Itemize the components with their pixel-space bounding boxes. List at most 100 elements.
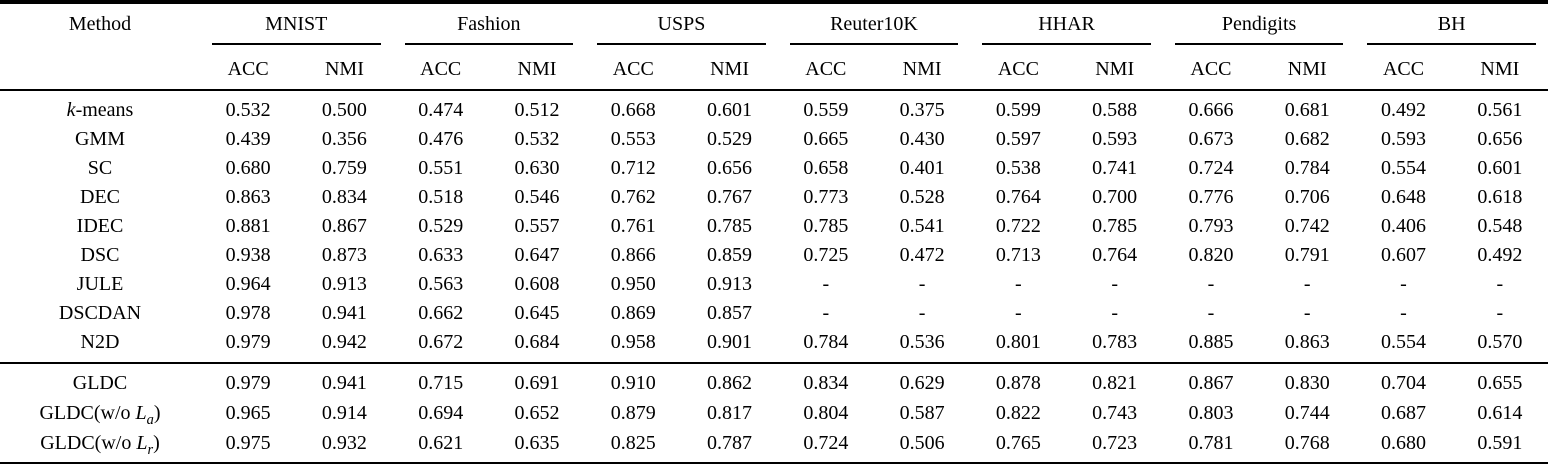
metric-header-acc: ACC: [392, 50, 489, 91]
metric-header-nmi: NMI: [1451, 50, 1548, 91]
value-cell: 0.724: [803, 432, 849, 454]
value-cell: 0.781: [1188, 432, 1234, 454]
table-row: JULE 0.964 0.913 0.563 0.608 0.950 0.913 - - - - - -…: [0, 270, 1548, 299]
value-cell: 0.715: [418, 372, 464, 394]
value-cell: -: [822, 273, 830, 295]
metric-header-acc: ACC: [585, 50, 682, 91]
value-cell: 0.512: [514, 99, 560, 121]
method-label-part: SC: [87, 157, 113, 179]
dataset-header-label: Reuter10K: [789, 13, 959, 45]
method-cell: IDEC: [0, 212, 200, 241]
value-cell: 0.723: [1092, 432, 1138, 454]
value-cell: 0.554: [1381, 331, 1427, 353]
value-cell: 0.979: [225, 331, 271, 353]
value-cell: 0.768: [1284, 432, 1330, 454]
value-cell: 0.665: [803, 128, 849, 150]
value-cell: 0.694: [418, 402, 464, 424]
dataset-header-label: BH: [1367, 13, 1536, 45]
value-cell: 0.762: [610, 186, 656, 208]
value-cell: 0.529: [707, 128, 753, 150]
method-label-part: GLDC(w/o: [39, 402, 136, 424]
dataset-header-label: MNIST: [212, 13, 381, 45]
value-cell: 0.666: [1188, 99, 1234, 121]
value-cell: 0.867: [321, 215, 367, 237]
baseline-methods-group: k-means 0.532 0.500 0.474 0.512 0.668 0.601 0.5…: [0, 90, 1548, 363]
table-row: GLDC(w/o La) 0.965 0.914 0.694 0.652 0.879 0.8…: [0, 398, 1548, 428]
value-cell: 0.950: [610, 273, 656, 295]
value-cell: 0.704: [1381, 372, 1427, 394]
value-cell: 0.570: [1477, 331, 1523, 353]
value-cell: 0.474: [418, 99, 464, 121]
value-cell: 0.680: [225, 157, 271, 179]
value-cell: 0.867: [1188, 372, 1234, 394]
table-row: k-means 0.532 0.500 0.474 0.512 0.668 0.601 0.5…: [0, 90, 1548, 125]
value-cell: 0.783: [1092, 331, 1138, 353]
value-cell: 0.593: [1092, 128, 1138, 150]
value-cell: 0.722: [995, 215, 1041, 237]
value-cell: 0.743: [1092, 402, 1138, 424]
value-cell: 0.680: [1381, 432, 1427, 454]
value-cell: 0.979: [225, 372, 271, 394]
dataset-header: BH: [1355, 2, 1548, 50]
method-label-part: GMM: [74, 128, 125, 150]
table-row: DSC 0.938 0.873 0.633 0.647 0.866 0.859 0.725 0.…: [0, 241, 1548, 270]
method-label-part: ): [153, 402, 161, 424]
value-cell: 0.700: [1092, 186, 1138, 208]
value-cell: -: [1111, 273, 1118, 295]
value-cell: -: [1015, 273, 1022, 295]
value-cell: 0.873: [321, 244, 367, 266]
metric-header-nmi: NMI: [873, 50, 971, 91]
header-row-datasets: Method MNIST Fashion USPS Reuter10K HHAR Pendi…: [0, 2, 1548, 91]
value-cell: 0.787: [707, 432, 753, 454]
method-label-part: L: [135, 402, 147, 424]
value-cell: 0.687: [1381, 402, 1427, 424]
value-cell: -: [1015, 302, 1022, 324]
value-cell: 0.614: [1477, 402, 1523, 424]
dataset-header: HHAR: [970, 2, 1163, 50]
value-cell: 0.938: [225, 244, 271, 266]
value-cell: 0.941: [321, 372, 367, 394]
value-cell: 0.588: [1092, 99, 1138, 121]
value-cell: 0.964: [225, 273, 271, 295]
method-label-part: -means: [75, 99, 134, 121]
metric-header-nmi: NMI: [1259, 50, 1356, 91]
value-cell: -: [1207, 273, 1215, 295]
value-cell: 0.559: [803, 99, 849, 121]
method-label-part: N2D: [80, 331, 120, 353]
value-cell: 0.759: [321, 157, 367, 179]
method-cell: GLDC: [0, 363, 200, 398]
value-cell: 0.587: [899, 402, 945, 424]
value-cell: 0.793: [1188, 215, 1234, 237]
value-cell: 0.804: [803, 402, 849, 424]
value-cell: 0.885: [1188, 331, 1234, 353]
method-label-part: JULE: [76, 273, 124, 295]
value-cell: 0.541: [899, 215, 945, 237]
value-cell: 0.557: [514, 215, 560, 237]
dataset-header: Reuter10K: [778, 2, 971, 50]
method-label-part: k: [66, 99, 76, 121]
dataset-header: MNIST: [200, 2, 393, 50]
value-cell: 0.932: [321, 432, 367, 454]
value-cell: 0.879: [610, 402, 656, 424]
table-row: GLDC(w/o Lr) 0.975 0.932 0.621 0.635 0.825 0.7…: [0, 428, 1548, 464]
value-cell: 0.506: [899, 432, 945, 454]
value-cell: 0.648: [1381, 186, 1427, 208]
value-cell: 0.942: [321, 331, 367, 353]
value-cell: 0.862: [707, 372, 753, 394]
value-cell: 0.965: [225, 402, 271, 424]
value-cell: 0.554: [1381, 157, 1427, 179]
dataset-header: USPS: [585, 2, 778, 50]
value-cell: 0.608: [514, 273, 560, 295]
value-cell: -: [1496, 302, 1504, 324]
method-cell: k-means: [0, 90, 200, 125]
value-cell: 0.629: [899, 372, 945, 394]
value-cell: 0.741: [1092, 157, 1138, 179]
value-cell: 0.773: [803, 186, 849, 208]
metric-header-nmi: NMI: [681, 50, 778, 91]
value-cell: 0.406: [1381, 215, 1427, 237]
value-cell: 0.472: [899, 244, 945, 266]
value-cell: 0.630: [514, 157, 560, 179]
metric-header-nmi: NMI: [296, 50, 393, 91]
dataset-header: Fashion: [393, 2, 586, 50]
